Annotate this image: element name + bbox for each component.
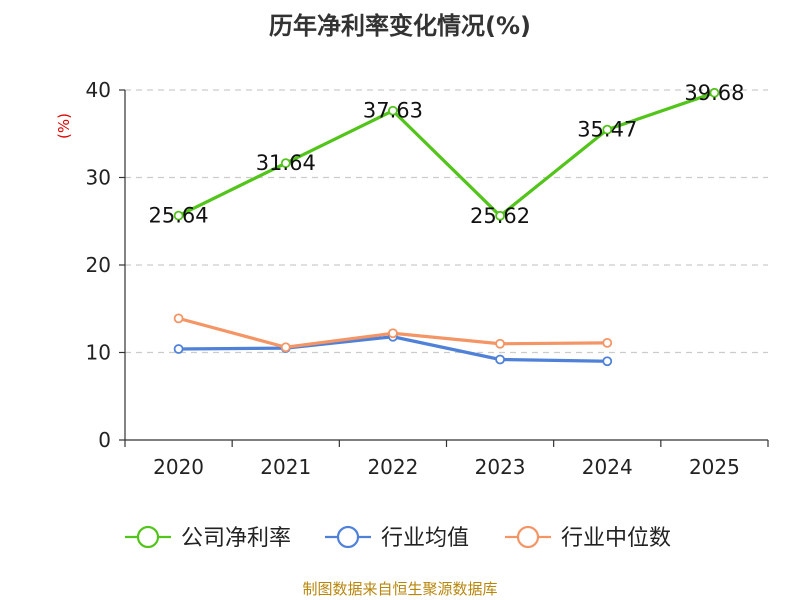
data-point-2-4 xyxy=(602,337,613,348)
x-tick-label: 2020 xyxy=(153,455,204,479)
y-axis-label: (%) xyxy=(55,113,73,139)
y-tick-label: 30 xyxy=(86,166,111,190)
data-point-0-0 xyxy=(173,210,184,221)
legend-marker xyxy=(516,525,540,549)
data-point-0-4 xyxy=(602,124,613,135)
x-tick-label: 2021 xyxy=(260,455,311,479)
x-tick-label: 2023 xyxy=(475,455,526,479)
data-point-1-4 xyxy=(602,356,613,367)
data-labels: 25.64 31.64 37.63 25.62 35.47 39.68 xyxy=(149,81,745,228)
legend-label: 行业均值 xyxy=(381,526,469,551)
data-label: 25.64 xyxy=(149,204,209,228)
legend: 公司净利率 行业均值 行业中位数 xyxy=(125,525,671,551)
axes: 0 10 20 30 40 2020 2021 2022 2023 2024 2025 (%) xyxy=(55,78,769,479)
data-point-0-2 xyxy=(388,105,398,116)
data-label: 37.63 xyxy=(363,99,423,123)
data-label: 25.62 xyxy=(470,204,530,228)
data-point-2-1 xyxy=(280,342,291,353)
x-tick-label: 2024 xyxy=(582,455,633,479)
legend-marker xyxy=(136,525,160,549)
grid-lines xyxy=(125,89,768,354)
data-label: 35.47 xyxy=(577,118,637,142)
data-point-2-3 xyxy=(495,338,505,349)
data-point-1-0 xyxy=(173,344,184,354)
legend-marker xyxy=(336,525,360,549)
y-tick-label: 20 xyxy=(86,253,111,277)
y-tick-label: 40 xyxy=(86,78,111,102)
chart-title: 历年净利率变化情况(%) xyxy=(269,12,531,40)
y-tick-label: 10 xyxy=(86,341,111,365)
data-point-1-3 xyxy=(495,354,505,365)
x-tick-label: 2025 xyxy=(689,455,740,479)
data-point-0-5 xyxy=(709,87,720,98)
data-label: 31.64 xyxy=(256,151,316,175)
source-note: 制图数据来自恒生聚源数据库 xyxy=(302,580,498,598)
y-tick-label: 0 xyxy=(98,428,111,452)
data-point-0-3 xyxy=(495,210,505,221)
data-point-0-1 xyxy=(280,158,291,169)
x-tick-label: 2022 xyxy=(367,455,418,479)
legend-label: 公司净利率 xyxy=(181,526,291,551)
data-point-2-0 xyxy=(173,313,184,324)
series-line-0 xyxy=(177,91,715,218)
series-points xyxy=(173,87,720,367)
legend-label: 行业中位数 xyxy=(561,526,671,551)
data-point-2-2 xyxy=(388,328,398,339)
data-label: 39.68 xyxy=(684,81,744,105)
